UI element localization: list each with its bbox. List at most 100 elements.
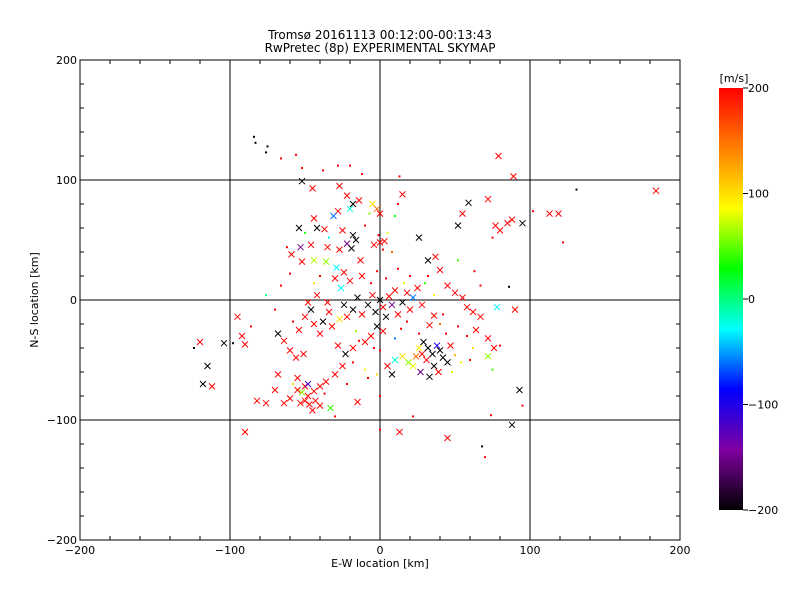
point-cross-stroke [310, 320, 318, 328]
point-cross [396, 428, 403, 436]
point-cross-stroke [294, 386, 301, 394]
point-cross-stroke [508, 216, 516, 223]
point-cross [357, 257, 364, 264]
point-dot [376, 373, 378, 376]
point-cross [399, 191, 406, 198]
point-cross [484, 335, 492, 342]
point-dot [394, 337, 396, 340]
x-tick-label: 200 [670, 544, 691, 557]
point-cross [324, 299, 331, 306]
point-cross-stroke [310, 387, 318, 395]
point-cross-stroke [336, 315, 343, 323]
colorbar-tick-label: 200 [748, 82, 769, 95]
point-cross [310, 320, 318, 328]
point-cross-stroke [424, 344, 432, 352]
point-cross-stroke [333, 264, 340, 271]
point-cross [418, 301, 426, 309]
point-cross-stroke [286, 347, 294, 354]
point-dot [499, 344, 501, 347]
point-cross [331, 371, 339, 378]
point-cross [444, 282, 451, 289]
point-cross [459, 210, 466, 217]
point-cross-stroke [399, 191, 406, 198]
point-cross [511, 306, 519, 313]
point-cross [342, 350, 349, 358]
point-dot [373, 347, 375, 349]
point-cross-stroke [325, 308, 333, 316]
point-cross [418, 350, 426, 358]
point-cross [295, 224, 303, 232]
point-cross [343, 192, 351, 199]
point-cross [384, 362, 391, 370]
point-cross [423, 356, 430, 364]
point-cross [426, 373, 433, 381]
point-cross [484, 195, 492, 203]
point-dot [254, 141, 257, 144]
point-cross-stroke [426, 321, 433, 329]
point-cross-stroke [288, 251, 295, 258]
point-cross-stroke [406, 306, 414, 313]
point-cross [409, 362, 417, 370]
point-cross [300, 350, 307, 358]
point-dot [412, 415, 414, 418]
point-cross [280, 399, 288, 407]
point-cross [309, 407, 316, 414]
point-cross [346, 205, 354, 213]
point-dot [368, 212, 371, 215]
point-dot [394, 215, 396, 217]
point-dot [460, 361, 462, 364]
point-dot [280, 284, 282, 287]
point-cross-stroke [321, 225, 328, 233]
point-cross-stroke [420, 338, 427, 346]
point-cross [370, 241, 378, 249]
point-cross-stroke [459, 294, 466, 301]
point-dot [328, 236, 330, 239]
point-dot [322, 169, 324, 172]
point-dot [406, 320, 408, 323]
point-cross-stroke [343, 192, 351, 199]
chart-subtitle: RwPretec (8p) EXPERIMENTAL SKYMAP [265, 41, 496, 55]
point-cross [444, 359, 451, 366]
y-tick-label: 0 [70, 294, 77, 307]
point-cross-stroke [294, 374, 301, 382]
point-dot [484, 456, 486, 459]
point-cross-stroke [241, 341, 249, 348]
point-cross [288, 251, 295, 258]
point-cross-stroke [330, 212, 337, 220]
point-cross [490, 344, 498, 352]
point-cross-stroke [298, 258, 306, 265]
point-cross [271, 386, 279, 394]
point-cross-stroke [253, 397, 261, 405]
point-cross-stroke [409, 294, 417, 301]
point-dot [445, 332, 447, 335]
point-cross [376, 296, 384, 304]
point-cross-stroke [426, 373, 433, 381]
point-cross [409, 294, 417, 301]
point-cross-stroke [652, 187, 660, 195]
point-cross [358, 311, 366, 318]
point-cross [463, 303, 471, 311]
y-tick-label: 200 [56, 54, 77, 67]
point-cross [405, 359, 412, 366]
point-cross-stroke [349, 231, 357, 239]
point-dot [439, 323, 441, 325]
point-cross [262, 399, 270, 407]
x-tick-label: 100 [520, 544, 541, 557]
point-cross [447, 342, 454, 349]
point-cross [297, 243, 304, 251]
x-tick-label: −100 [215, 544, 245, 557]
point-dot [442, 313, 444, 316]
point-cross [297, 399, 304, 407]
point-dot [491, 368, 494, 371]
point-dot [376, 270, 378, 273]
point-cross [310, 257, 318, 264]
point-cross-stroke [465, 199, 472, 207]
point-cross-stroke [399, 353, 406, 360]
point-cross [420, 338, 427, 346]
point-cross-stroke [340, 301, 348, 309]
point-cross [354, 398, 361, 406]
point-cross [298, 389, 306, 396]
point-cross-stroke [306, 401, 313, 408]
point-cross-stroke [349, 344, 357, 352]
